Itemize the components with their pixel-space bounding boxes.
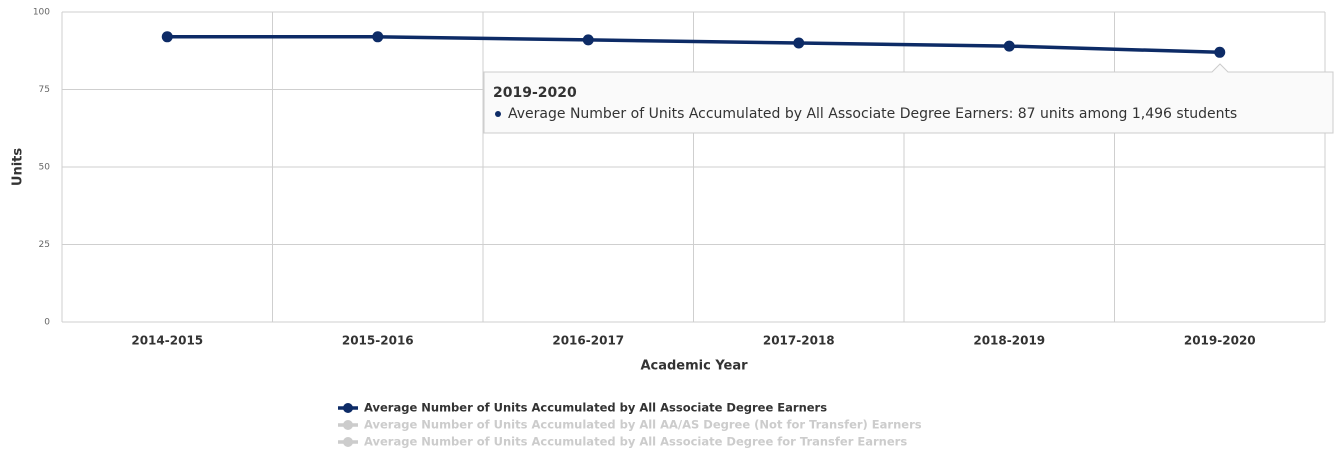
tooltip-bullet xyxy=(495,111,501,117)
x-tick-label: 2018-2019 xyxy=(973,334,1045,348)
data-point xyxy=(582,34,594,46)
x-tick-label: 2016-2017 xyxy=(552,334,624,348)
data-point xyxy=(793,37,805,49)
series-line xyxy=(167,35,1220,55)
legend-symbol xyxy=(343,403,353,413)
x-tick-label: 2015-2016 xyxy=(342,334,414,348)
tooltip-box xyxy=(483,63,1334,134)
tooltip-title: 2019-2020 xyxy=(493,85,577,101)
legend-symbol xyxy=(343,437,353,447)
y-tick-label: 75 xyxy=(39,85,50,95)
legend-symbol xyxy=(343,420,353,430)
tooltip: 2019-2020 Average Number of Units Accumul… xyxy=(483,63,1334,134)
y-tick-label: 50 xyxy=(39,163,51,173)
legend-item[interactable]: Average Number of Units Accumulated by A… xyxy=(338,435,907,449)
y-axis-title: Units xyxy=(11,148,26,186)
legend-label: Average Number of Units Accumulated by A… xyxy=(364,435,907,449)
legend-label: Average Number of Units Accumulated by A… xyxy=(364,401,827,415)
legend-item[interactable]: Average Number of Units Accumulated by A… xyxy=(338,418,922,432)
tooltip-text: Average Number of Units Accumulated by A… xyxy=(508,106,1237,122)
y-tick-label: 25 xyxy=(39,240,50,250)
data-point xyxy=(161,31,173,43)
legend-item[interactable]: Average Number of Units Accumulated by A… xyxy=(338,401,827,415)
x-tick-label: 2019-2020 xyxy=(1184,334,1256,348)
x-tick-label: 2017-2018 xyxy=(763,334,835,348)
x-axis-title: Academic Year xyxy=(640,359,748,374)
y-tick-label: 0 xyxy=(44,318,50,328)
data-point xyxy=(1003,40,1015,52)
legend-label: Average Number of Units Accumulated by A… xyxy=(364,418,922,432)
data-point xyxy=(1214,46,1226,58)
data-point xyxy=(372,31,384,43)
y-tick-label: 100 xyxy=(33,8,50,18)
x-tick-label: 2014-2015 xyxy=(131,334,203,348)
